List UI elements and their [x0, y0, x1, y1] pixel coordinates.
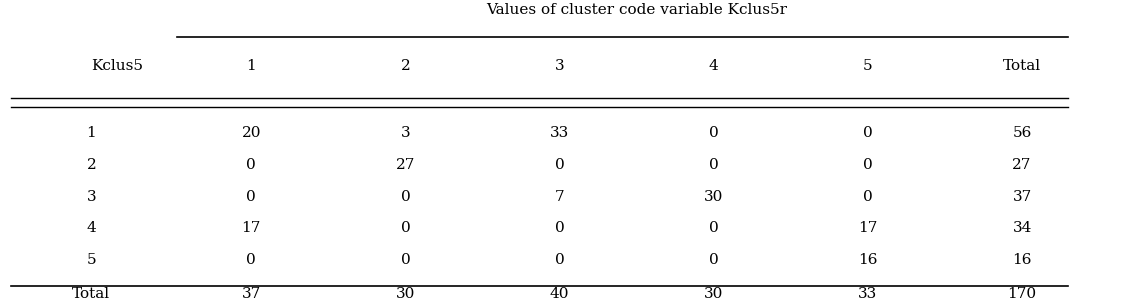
Text: Total: Total [1003, 59, 1042, 74]
Text: 0: 0 [401, 253, 410, 267]
Text: 3: 3 [87, 190, 96, 204]
Text: 0: 0 [709, 253, 718, 267]
Text: 0: 0 [863, 190, 872, 204]
Text: 0: 0 [555, 221, 564, 236]
Text: 30: 30 [705, 190, 723, 204]
Text: 17: 17 [859, 221, 877, 236]
Text: 17: 17 [242, 221, 260, 236]
Text: 4: 4 [709, 59, 718, 74]
Text: 16: 16 [858, 253, 878, 267]
Text: 0: 0 [247, 253, 256, 267]
Text: 40: 40 [549, 286, 570, 300]
Text: 1: 1 [247, 59, 256, 74]
Text: 3: 3 [555, 59, 564, 74]
Text: 0: 0 [247, 158, 256, 172]
Text: 0: 0 [709, 158, 718, 172]
Text: Values of cluster code variable Kclus5r: Values of cluster code variable Kclus5r [486, 3, 787, 17]
Text: 0: 0 [863, 126, 872, 140]
Text: 4: 4 [87, 221, 96, 236]
Text: 2: 2 [401, 59, 410, 74]
Text: 16: 16 [1012, 253, 1032, 267]
Text: 3: 3 [401, 126, 410, 140]
Text: 2: 2 [87, 158, 96, 172]
Text: 33: 33 [550, 126, 569, 140]
Text: 0: 0 [709, 126, 718, 140]
Text: 7: 7 [555, 190, 564, 204]
Text: 170: 170 [1007, 286, 1037, 300]
Text: 27: 27 [396, 158, 415, 172]
Text: 30: 30 [396, 286, 415, 300]
Text: 27: 27 [1013, 158, 1031, 172]
Text: Total: Total [72, 286, 111, 300]
Text: Kclus5: Kclus5 [91, 59, 144, 74]
Text: 5: 5 [87, 253, 96, 267]
Text: 0: 0 [709, 221, 718, 236]
Text: 20: 20 [241, 126, 262, 140]
Text: 1: 1 [87, 126, 96, 140]
Text: 0: 0 [247, 190, 256, 204]
Text: 0: 0 [401, 221, 410, 236]
Text: 56: 56 [1013, 126, 1031, 140]
Text: 0: 0 [401, 190, 410, 204]
Text: 30: 30 [705, 286, 723, 300]
Text: 0: 0 [863, 158, 872, 172]
Text: 37: 37 [1013, 190, 1031, 204]
Text: 34: 34 [1013, 221, 1031, 236]
Text: 37: 37 [242, 286, 260, 300]
Text: 0: 0 [555, 253, 564, 267]
Text: 33: 33 [859, 286, 877, 300]
Text: 0: 0 [555, 158, 564, 172]
Text: 5: 5 [863, 59, 872, 74]
